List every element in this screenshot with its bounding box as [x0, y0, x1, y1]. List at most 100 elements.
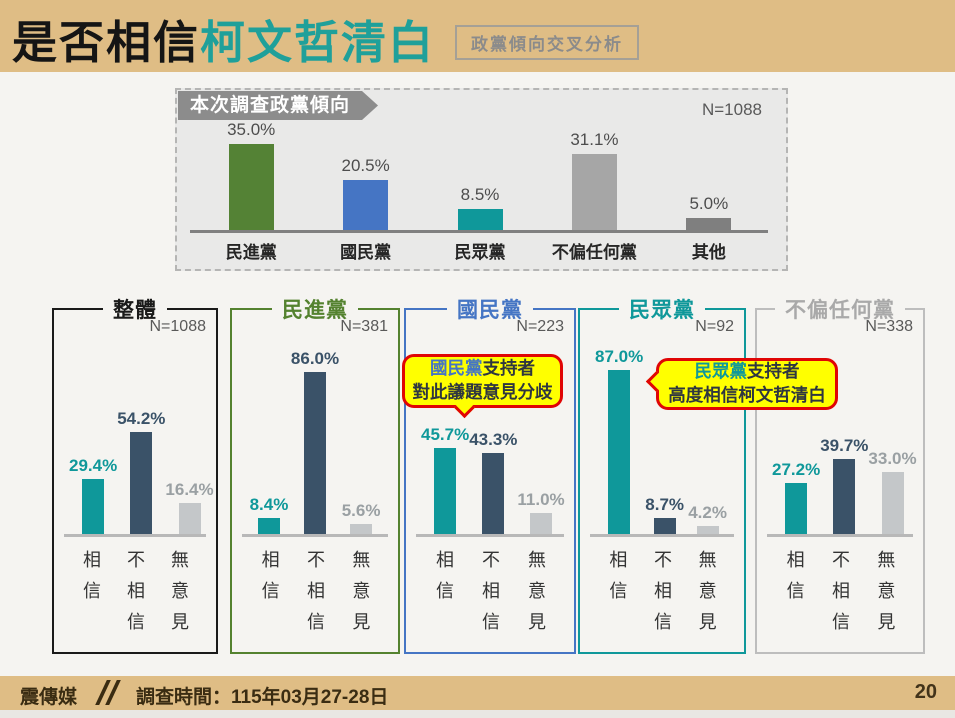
x-axis-line [590, 534, 734, 537]
axis-label-not-believe: 不相信 [480, 550, 500, 643]
brand-name: 震傳媒 [20, 687, 78, 708]
axis-label-col: 不相信 [292, 550, 337, 644]
bar-group-nonpartisan: 31.1% [537, 130, 651, 230]
bar-dpp [228, 144, 274, 230]
panel-title: 整體 [103, 294, 167, 324]
panel-overall: 整體 N=1088 29.4% 54.2% 16.4% 相信 不相 [52, 294, 218, 654]
axis-label-believe: 相信 [81, 550, 101, 612]
axis-label-no-opinion: 無意見 [526, 550, 546, 643]
value-label: 8.5% [460, 185, 500, 205]
value-label: 27.2% [772, 459, 821, 479]
axis-label-col: 相信 [69, 550, 113, 644]
bar-nonpartisan [571, 153, 617, 230]
bar-group-not-believe: 43.3% [469, 430, 517, 534]
callout-party-name: 民眾黨 [694, 361, 748, 382]
value-label: 8.7% [645, 494, 685, 514]
callout-line2: 對此議題意見分歧 [412, 382, 553, 402]
axis-label-other: 其他 [691, 243, 726, 262]
axis-label-no-opinion: 無意見 [875, 550, 896, 643]
value-label: 43.3% [469, 429, 518, 449]
x-axis-line [767, 534, 913, 537]
bar-other [686, 217, 732, 230]
value-label: 5.0% [689, 193, 729, 213]
bar-group-no-opinion: 4.2% [686, 503, 729, 534]
x-axis-line [64, 534, 206, 537]
bar-believe [82, 478, 105, 534]
bar-not-believe [482, 452, 505, 534]
axis-label-no-opinion: 無意見 [169, 550, 189, 643]
analysis-type-badge: 政黨傾向交叉分析 [455, 25, 639, 60]
bar-group-other: 5.0% [652, 194, 766, 230]
value-label: 39.7% [820, 436, 869, 456]
axis-label-tpp: 民眾黨 [454, 243, 506, 262]
axis-label-col: 不相信 [817, 550, 862, 644]
bar-not-believe [130, 432, 153, 534]
value-label: 4.2% [688, 503, 727, 523]
double-slash-icon [94, 680, 121, 710]
value-label: 35.0% [227, 120, 276, 140]
panel-title: 民眾黨 [619, 294, 705, 324]
x-axis-labels: 相信 不相信 無意見 [69, 550, 201, 644]
axis-label-dpp: 民進黨 [225, 243, 277, 262]
bar-kmt [343, 179, 389, 230]
axis-label-col: 無意見 [338, 550, 383, 644]
x-axis-line [190, 230, 768, 233]
value-label: 5.6% [341, 500, 381, 520]
callout-kmt: 國民黨支持者 對此議題意見分歧 [402, 354, 563, 419]
callout-line2: 高度相信柯文哲清白 [668, 385, 826, 405]
page-title: 是否相信柯文哲清白 [12, 6, 435, 71]
axis-label-col: 相信 [595, 550, 640, 644]
axis-label-col: 相信 [772, 550, 817, 644]
axis-label-kmt: 國民黨 [340, 243, 392, 262]
bar-believe [257, 518, 280, 534]
callout-party-name: 國民黨 [430, 358, 483, 379]
callout-line1-rest: 支持者 [747, 361, 800, 382]
axis-label-col: 不相信 [640, 550, 685, 644]
x-axis-line [242, 534, 388, 537]
callout-line1: 民眾黨支持者 [695, 360, 800, 384]
bar-columns: 35.0% 20.5% 8.5% 31.1% 5.0% [194, 90, 766, 230]
x-axis-labels: 相信 不相信 無意見 [421, 550, 559, 644]
x-axis-labels: 相信 不相信 無意見 [595, 550, 729, 644]
axis-label-not-believe: 不相信 [125, 550, 145, 643]
axis-label-believe: 相信 [434, 550, 454, 612]
sample-size-label: N=1088 [149, 318, 207, 335]
panel-dpp: 民進黨 N=381 8.4% 86.0% 5.6% 相信 不相信 [230, 294, 400, 654]
page-number: 20 [914, 681, 937, 703]
bar-columns: 45.7% 43.3% 11.0% [421, 310, 565, 534]
axis-label-believe: 相信 [607, 550, 628, 612]
bar-columns: 8.4% 86.0% 5.6% [247, 310, 383, 534]
bar-group-not-believe: 8.7% [643, 495, 686, 534]
axis-label-not-believe: 不相信 [304, 550, 325, 643]
x-axis-labels: 民進黨 國民黨 民眾黨 不偏任何黨 其他 [194, 238, 766, 264]
bar-group-not-believe: 39.7% [820, 436, 868, 534]
axis-label-no-opinion: 無意見 [350, 550, 371, 643]
value-label: 11.0% [517, 490, 565, 510]
x-axis-line [416, 534, 564, 537]
axis-label-not-believe: 不相信 [652, 550, 672, 643]
callout-tpp: 民眾黨支持者 高度相信柯文哲清白 [645, 358, 838, 410]
bar-no-opinion [178, 503, 201, 534]
value-label: 54.2% [117, 409, 166, 429]
party-distribution-chart: 本次調查政黨傾向 N=1088 35.0% 20.5% 8.5% 31.1% [175, 88, 788, 271]
callout-line1-rest: 支持者 [482, 358, 536, 379]
sample-size-label: N=1088 [701, 100, 762, 119]
bar-group-no-opinion: 11.0% [517, 490, 565, 534]
bottom-strip [0, 710, 955, 718]
bar-group-believe: 29.4% [69, 456, 117, 534]
axis-label-col: 無意見 [513, 550, 559, 644]
bar-columns: 29.4% 54.2% 16.4% [69, 310, 214, 534]
value-label: 31.1% [570, 129, 619, 149]
axis-label-nonpartisan: 不偏任何黨 [551, 243, 637, 262]
sample-size-label: N=338 [865, 318, 913, 335]
title-prefix: 是否相信 [12, 17, 201, 68]
bar-group-believe: 45.7% [421, 425, 469, 534]
bar-group-believe: 87.0% [595, 347, 643, 534]
footer-band: 震傳媒 調查時間：115年03月27-28日 20 [0, 676, 955, 710]
survey-time-label: 調查時間：115年03月27-28日 [136, 687, 389, 708]
bar-tpp [457, 209, 503, 230]
axis-label-believe: 相信 [259, 550, 280, 612]
bar-group-dpp: 35.0% [194, 120, 308, 230]
chart-title-banner: 本次調查政黨傾向 [178, 91, 378, 120]
